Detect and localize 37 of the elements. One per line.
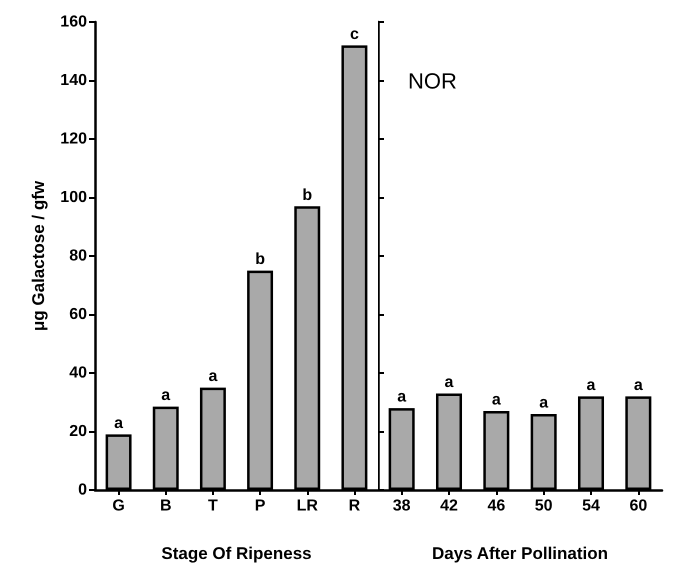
y-axis-title: μg Galactose / gfw <box>29 180 48 332</box>
annotation: a <box>539 394 548 412</box>
y-tick-label: 100 <box>60 189 88 206</box>
x-tick-label: G <box>112 498 125 514</box>
annotation: a <box>492 392 501 409</box>
y-tick-label: 40 <box>69 364 88 382</box>
annotation: a <box>114 414 124 432</box>
annotation: b <box>255 251 266 268</box>
y-tick-label: 20 <box>69 423 88 440</box>
x-tick-label: 42 <box>440 498 458 514</box>
y-tick-label: 80 <box>69 248 88 264</box>
annotation: a <box>444 374 454 391</box>
y-tick-label: 120 <box>60 130 88 148</box>
y-tick-label: 0 <box>78 482 88 498</box>
x-tick-label: 46 <box>487 498 506 514</box>
annotation: a <box>397 388 406 406</box>
x-axis-title: Days After Pollination <box>432 544 608 563</box>
x-axis-title: Stage Of Ripeness <box>161 544 312 563</box>
y-tick-label: 160 <box>60 14 88 30</box>
x-tick-label: 54 <box>582 498 600 514</box>
annotation: a <box>161 387 170 404</box>
x-tick-label: 60 <box>629 498 648 514</box>
x-tick-label: 50 <box>534 498 553 514</box>
annotation: a <box>586 376 596 394</box>
x-tick-label: B <box>160 498 172 514</box>
annotation: NOR <box>408 68 457 94</box>
annotation: a <box>634 376 643 394</box>
x-tick-label: P <box>254 498 266 514</box>
annotation: b <box>302 186 312 204</box>
x-tick-label: LR <box>296 498 318 514</box>
annotation: a <box>208 368 218 386</box>
x-tick-label: R <box>348 498 361 514</box>
annotation: c <box>350 26 359 43</box>
x-tick-label: 38 <box>392 498 411 514</box>
y-tick-label: 140 <box>60 72 88 89</box>
y-tick-label: 60 <box>69 306 88 323</box>
x-tick-label: T <box>208 498 218 514</box>
